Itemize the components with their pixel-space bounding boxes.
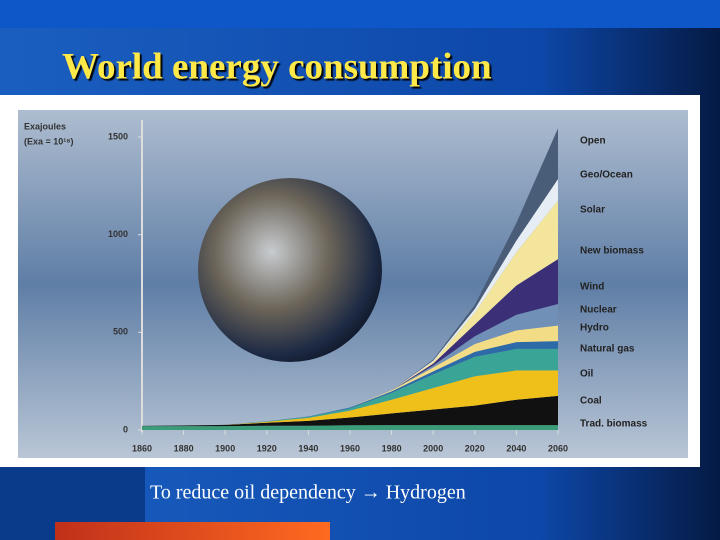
y-tick-label: 500: [113, 327, 128, 337]
caption: To reduce oil dependency → Hydrogen: [150, 482, 466, 504]
legend-label: New biomass: [580, 246, 644, 257]
earth-image: [198, 178, 382, 362]
y-tick-label: 1000: [108, 229, 128, 239]
slide-title: World energy consumption: [62, 46, 492, 87]
area: [142, 341, 558, 426]
legend-label: Natural gas: [580, 344, 635, 355]
x-tick-label: 1900: [215, 443, 235, 453]
legend-label: Open: [580, 136, 606, 147]
y-axis-label: Exajoules: [24, 121, 66, 131]
legend-label: Wind: [580, 282, 604, 293]
x-tick-label: 2040: [506, 443, 526, 453]
accent-bar: [55, 522, 330, 540]
area: [142, 370, 558, 426]
x-tick-label: 1980: [382, 443, 402, 453]
area: [142, 395, 558, 427]
legend-label: Oil: [580, 369, 594, 380]
x-tick-label: 1860: [132, 443, 152, 453]
legend-label: Solar: [580, 205, 605, 216]
area: [142, 325, 558, 426]
legend-label: Hydro: [580, 323, 609, 334]
legend-label: Trad. biomass: [580, 419, 648, 430]
x-tick-label: 2020: [465, 443, 485, 453]
area: [142, 200, 558, 426]
x-tick-label: 1920: [257, 443, 277, 453]
y-tick-label: 1500: [108, 131, 128, 141]
x-tick-label: 2000: [423, 443, 443, 453]
area: [142, 304, 558, 426]
x-tick-label: 1960: [340, 443, 360, 453]
x-tick-label: 2060: [548, 443, 568, 453]
legend-label: Geo/Ocean: [580, 170, 633, 181]
y-axis-note: (Exa = 10¹⁸): [24, 136, 74, 146]
x-tick-label: 1880: [174, 443, 194, 453]
x-tick-label: 1940: [298, 443, 318, 453]
legend-label: Nuclear: [580, 305, 617, 316]
area: [142, 348, 558, 426]
y-tick-label: 0: [123, 424, 128, 434]
area: [142, 425, 558, 430]
top-band: [0, 0, 720, 28]
legend-label: Coal: [580, 396, 602, 407]
